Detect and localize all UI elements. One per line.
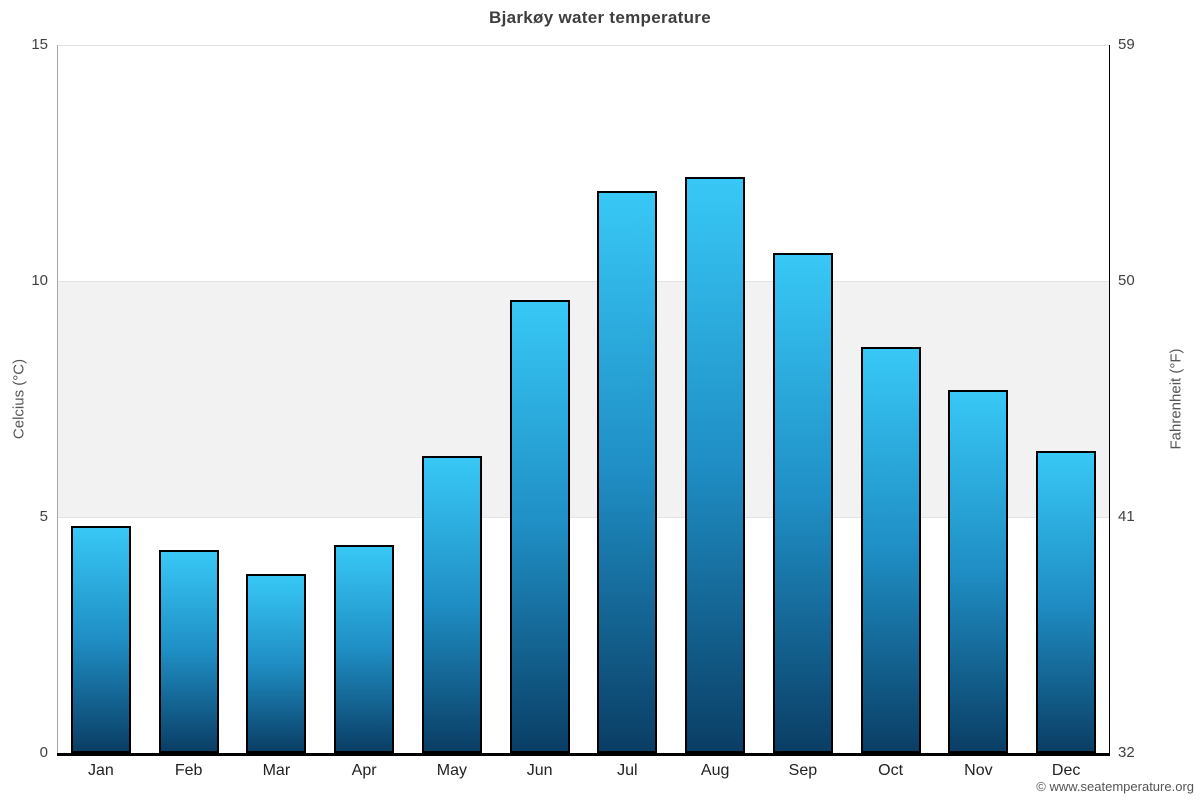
month-label-sep: Sep bbox=[788, 762, 818, 779]
left-axis-title: Celcius (°C) bbox=[10, 358, 28, 440]
bottom-axis-line bbox=[57, 753, 1110, 756]
gridline-10 bbox=[57, 281, 1110, 282]
bar-nov[interactable] bbox=[948, 389, 1009, 753]
month-label-mar: Mar bbox=[262, 762, 291, 779]
gridline-5 bbox=[57, 517, 1110, 518]
bar-dec[interactable] bbox=[1036, 450, 1097, 753]
right-axis-line bbox=[1109, 45, 1110, 753]
right-tick-32: 32 bbox=[1118, 744, 1135, 761]
bar-aug[interactable] bbox=[685, 177, 746, 753]
bar-jan[interactable] bbox=[70, 526, 131, 753]
month-label-nov: Nov bbox=[964, 762, 993, 779]
month-label-jun: Jun bbox=[526, 762, 553, 779]
right-axis-title: Fahrenheit (°F) bbox=[1167, 348, 1185, 450]
left-tick-0: 0 bbox=[39, 744, 48, 761]
month-label-feb: Feb bbox=[174, 762, 203, 779]
bar-oct[interactable] bbox=[860, 347, 921, 753]
month-label-oct: Oct bbox=[878, 762, 904, 779]
plot-area bbox=[57, 45, 1110, 756]
left-tick-5: 5 bbox=[39, 508, 48, 525]
right-tick-59: 59 bbox=[1118, 36, 1135, 53]
bar-mar[interactable] bbox=[246, 573, 307, 753]
chart-title: Bjarkøy water temperature bbox=[489, 8, 711, 27]
bar-jun[interactable] bbox=[509, 299, 570, 753]
left-axis-line bbox=[57, 45, 58, 753]
right-tick-50: 50 bbox=[1118, 272, 1135, 289]
month-label-apr: Apr bbox=[351, 762, 377, 779]
month-label-dec: Dec bbox=[1051, 762, 1081, 779]
bar-sep[interactable] bbox=[772, 252, 833, 753]
left-tick-15: 15 bbox=[31, 36, 48, 53]
month-label-may: May bbox=[436, 762, 467, 779]
gridline-15 bbox=[57, 45, 1110, 46]
bar-feb[interactable] bbox=[158, 550, 219, 753]
month-label-aug: Aug bbox=[700, 762, 730, 779]
plot-band-5-10 bbox=[57, 281, 1110, 517]
month-label-jul: Jul bbox=[617, 762, 638, 779]
bar-may[interactable] bbox=[421, 455, 482, 753]
right-tick-41: 41 bbox=[1118, 508, 1135, 525]
bar-apr[interactable] bbox=[334, 545, 395, 753]
bar-jul[interactable] bbox=[597, 191, 658, 753]
copyright-text: © www.seatemperature.org bbox=[1036, 779, 1194, 794]
left-tick-10: 10 bbox=[31, 272, 48, 289]
month-label-jan: Jan bbox=[87, 762, 114, 779]
